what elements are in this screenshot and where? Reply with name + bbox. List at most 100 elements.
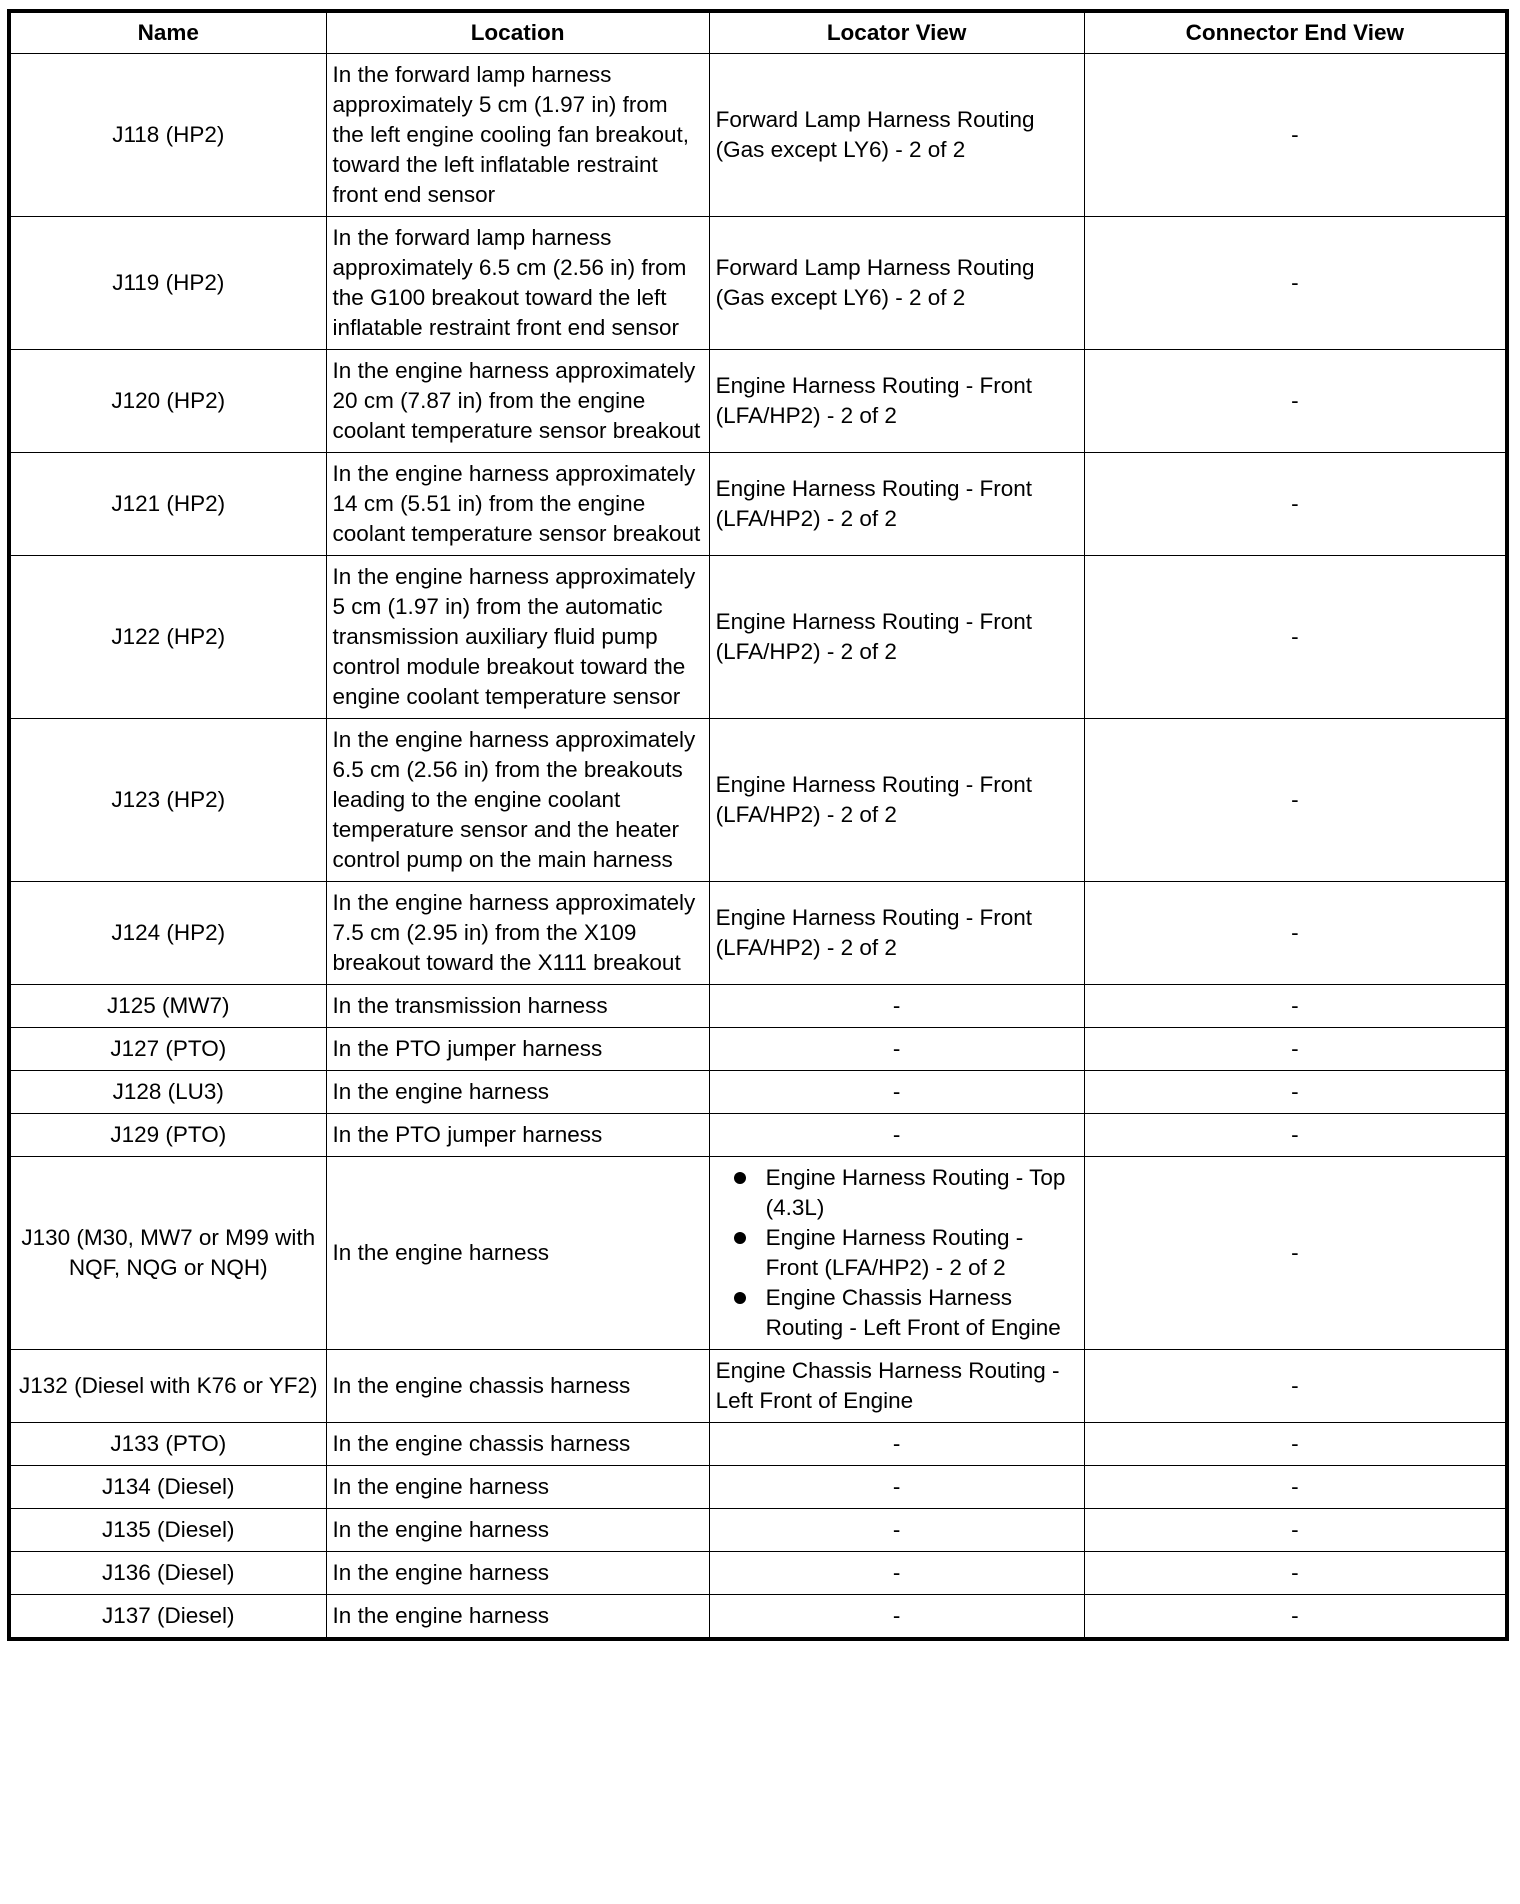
locator-view-cell: - — [708, 1551, 1085, 1595]
connector-name: J124 (HP2) — [8, 881, 327, 985]
locator-view-text: Engine Chassis Harness Routing - Left Fr… — [765, 1285, 1061, 1340]
connector-end-view-cell: - — [1083, 881, 1508, 985]
locator-view-cell: - — [708, 1113, 1085, 1157]
connector-name: J120 (HP2) — [8, 349, 327, 453]
locator-view-cell: - — [708, 1070, 1085, 1114]
connector-end-view-cell: - — [1083, 216, 1508, 350]
connector-name: J122 (HP2) — [8, 555, 327, 719]
locator-view-cell: Engine Harness Routing - Front (LFA/HP2)… — [708, 555, 1085, 719]
locator-view-cell: - — [708, 1465, 1085, 1509]
locator-view-cell: Forward Lamp Harness Routing (Gas except… — [708, 216, 1085, 350]
locator-view-cell: Engine Chassis Harness Routing - Left Fr… — [708, 1349, 1085, 1423]
location-cell: In the engine harness approximately 6.5 … — [325, 718, 710, 882]
locator-view-cell: - — [708, 1594, 1085, 1640]
table-row: J121 (HP2) In the engine harness approxim… — [8, 452, 1508, 556]
locator-view-cell: Engine Harness Routing - Front (LFA/HP2)… — [708, 718, 1085, 882]
table-row: J124 (HP2) In the engine harness approxim… — [8, 881, 1508, 985]
locator-view-cell: - — [708, 984, 1085, 1028]
connector-end-view-cell: - — [1083, 452, 1508, 556]
location-cell: In the engine harness — [325, 1508, 710, 1552]
locator-view-cell: Engine Harness Routing - Top (4.3L) Engin… — [708, 1156, 1085, 1350]
locator-view-cell: - — [708, 1508, 1085, 1552]
table-row: J119 (HP2) In the forward lamp harness ap… — [8, 216, 1508, 350]
table-row: J137 (Diesel) In the engine harness - - — [8, 1594, 1508, 1640]
connector-name: J118 (HP2) — [8, 53, 327, 217]
locator-view-cell: - — [708, 1027, 1085, 1071]
locator-view-text: Engine Harness Routing - Top (4.3L) — [765, 1165, 1066, 1220]
location-cell: In the engine chassis harness — [325, 1422, 710, 1466]
locator-view-list-item: Engine Harness Routing - Front (LFA/HP2)… — [733, 1223, 1078, 1283]
connector-name: J133 (PTO) — [8, 1422, 327, 1466]
locator-view-list-item: Engine Chassis Harness Routing - Left Fr… — [733, 1283, 1078, 1343]
location-cell: In the engine harness approximately 20 c… — [325, 349, 710, 453]
locator-view-list: Engine Harness Routing - Top (4.3L) Engin… — [716, 1163, 1078, 1343]
connector-name: J125 (MW7) — [8, 984, 327, 1028]
connector-name: J127 (PTO) — [8, 1027, 327, 1071]
header-row: Name Location Locator View Connector End… — [8, 10, 1508, 54]
location-cell: In the engine harness — [325, 1551, 710, 1595]
table-row: J122 (HP2) In the engine harness approxim… — [8, 555, 1508, 719]
bullet-icon — [733, 1292, 746, 1304]
connector-name: J121 (HP2) — [8, 452, 327, 556]
connector-name: J123 (HP2) — [8, 718, 327, 882]
locator-view-list-item: Engine Harness Routing - Top (4.3L) — [733, 1163, 1078, 1223]
connector-end-view-cell: - — [1083, 984, 1508, 1028]
bullet-icon — [733, 1172, 746, 1184]
connector-end-view-cell: - — [1083, 1422, 1508, 1466]
table-row: J136 (Diesel) In the engine harness - - — [8, 1551, 1508, 1595]
header-connector-end-view: Connector End View — [1083, 10, 1508, 54]
locator-view-cell: - — [708, 1422, 1085, 1466]
location-cell: In the engine harness approximately 7.5 … — [325, 881, 710, 985]
connector-name: J132 (Diesel with K76 or YF2) — [8, 1349, 327, 1423]
table-row: J135 (Diesel) In the engine harness - - — [8, 1508, 1508, 1552]
location-cell: In the forward lamp harness approximatel… — [325, 53, 710, 217]
location-cell: In the transmission harness — [325, 984, 710, 1028]
connector-name: J136 (Diesel) — [8, 1551, 327, 1595]
locator-view-cell: Engine Harness Routing - Front (LFA/HP2)… — [708, 881, 1085, 985]
table-row: J132 (Diesel with K76 or YF2) In the engi… — [8, 1349, 1508, 1423]
connector-table: Name Location Locator View Connector End… — [7, 9, 1509, 1641]
connector-end-view-cell: - — [1083, 1156, 1508, 1350]
connector-end-view-cell: - — [1083, 1551, 1508, 1595]
table-row: J129 (PTO) In the PTO jumper harness - - — [8, 1113, 1508, 1157]
connector-end-view-cell: - — [1083, 1113, 1508, 1157]
location-cell: In the engine harness — [325, 1070, 710, 1114]
connector-end-view-cell: - — [1083, 1349, 1508, 1423]
connector-name: J130 (M30, MW7 or M99 with NQF, NQG or N… — [8, 1156, 327, 1350]
table-row: J133 (PTO) In the engine chassis harness -… — [8, 1422, 1508, 1466]
location-cell: In the engine harness — [325, 1594, 710, 1640]
table-row: J127 (PTO) In the PTO jumper harness - - — [8, 1027, 1508, 1071]
bullet-icon — [733, 1232, 746, 1244]
table-row: J120 (HP2) In the engine harness approxim… — [8, 349, 1508, 453]
connector-end-view-cell: - — [1083, 349, 1508, 453]
location-cell: In the engine harness — [325, 1465, 710, 1509]
header-location: Location — [325, 10, 710, 54]
location-cell: In the engine harness approximately 14 c… — [325, 452, 710, 556]
connector-end-view-cell: - — [1083, 53, 1508, 217]
location-cell: In the engine harness approximately 5 cm… — [325, 555, 710, 719]
table-row: J125 (MW7) In the transmission harness - - — [8, 984, 1508, 1028]
connector-name: J119 (HP2) — [8, 216, 327, 350]
location-cell: In the engine chassis harness — [325, 1349, 710, 1423]
location-cell: In the PTO jumper harness — [325, 1027, 710, 1071]
table-row: J130 (M30, MW7 or M99 with NQF, NQG or N… — [8, 1156, 1508, 1350]
locator-view-cell: Engine Harness Routing - Front (LFA/HP2)… — [708, 452, 1085, 556]
connector-end-view-cell: - — [1083, 1508, 1508, 1552]
header-name: Name — [8, 10, 327, 54]
table-row: J134 (Diesel) In the engine harness - - — [8, 1465, 1508, 1509]
connector-name: J134 (Diesel) — [8, 1465, 327, 1509]
connector-end-view-cell: - — [1083, 1594, 1508, 1640]
locator-view-text: Engine Harness Routing - Front (LFA/HP2)… — [765, 1225, 1024, 1280]
connector-end-view-cell: - — [1083, 555, 1508, 719]
connector-name: J129 (PTO) — [8, 1113, 327, 1157]
connector-name: J128 (LU3) — [8, 1070, 327, 1114]
table-row: J118 (HP2) In the forward lamp harness ap… — [8, 53, 1508, 217]
connector-end-view-cell: - — [1083, 1027, 1508, 1071]
connector-name: J137 (Diesel) — [8, 1594, 327, 1640]
table-row: J128 (LU3) In the engine harness - - — [8, 1070, 1508, 1114]
location-cell: In the forward lamp harness approximatel… — [325, 216, 710, 350]
header-locator-view: Locator View — [708, 10, 1085, 54]
connector-end-view-cell: - — [1083, 1070, 1508, 1114]
location-cell: In the PTO jumper harness — [325, 1113, 710, 1157]
location-cell: In the engine harness — [325, 1156, 710, 1350]
